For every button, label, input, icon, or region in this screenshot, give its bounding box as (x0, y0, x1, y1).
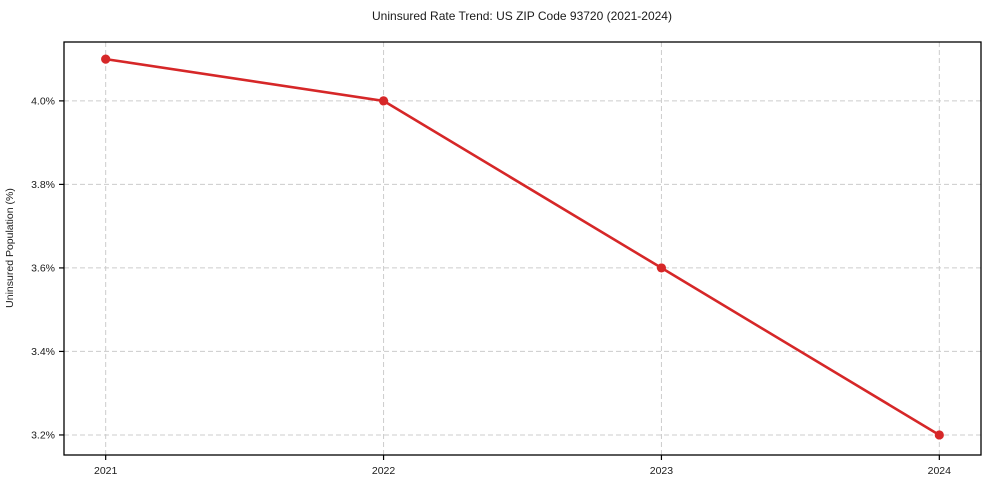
x-tick-label: 2022 (372, 465, 396, 477)
y-tick-label: 3.6% (31, 262, 55, 274)
data-point-marker (934, 430, 944, 440)
plot-border (63, 41, 982, 456)
trend-line (104, 57, 941, 437)
gridlines (64, 42, 981, 455)
x-tick-label: 2023 (650, 465, 674, 477)
y-tick-label: 4.0% (31, 95, 55, 107)
axes (59, 41, 982, 460)
y-tick-label: 3.4% (31, 346, 55, 358)
y-tick-label: 3.2% (31, 429, 55, 441)
data-series (101, 54, 944, 440)
tick-labels: 3.2% 3.4% 3.6% 3.8% 4.0% 2021 2022 2023 2024 (31, 95, 951, 477)
data-point-marker (656, 263, 667, 273)
data-point-marker (378, 96, 389, 106)
x-tick-label: 2024 (928, 465, 952, 477)
chart-title: Uninsured Rate Trend: US ZIP Code 93720 … (372, 9, 672, 23)
y-axis-label: Uninsured Population (%) (4, 188, 16, 308)
y-tick-label: 3.8% (31, 179, 55, 191)
x-tick-label: 2021 (94, 465, 118, 477)
data-point-marker (101, 54, 111, 64)
